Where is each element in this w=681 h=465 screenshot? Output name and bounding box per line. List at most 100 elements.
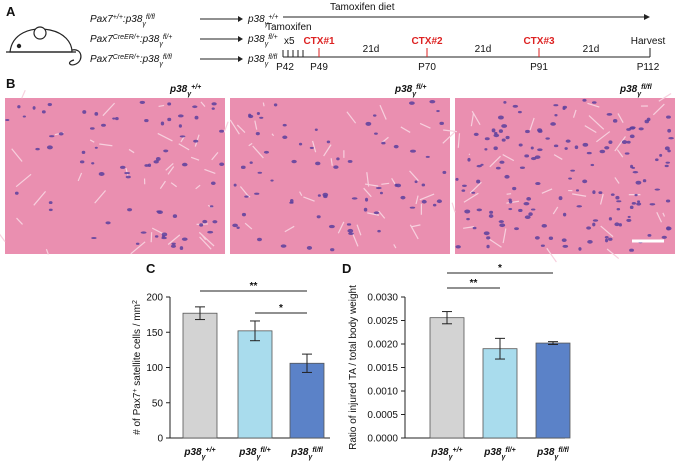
nucleus — [155, 157, 161, 161]
nucleus — [282, 123, 287, 127]
y-tick-label: 0.0010 — [367, 387, 398, 398]
nucleus — [82, 110, 87, 114]
nucleus — [351, 197, 358, 200]
nucleus — [483, 231, 490, 236]
fiber-border — [367, 212, 380, 216]
fiber-border — [588, 115, 605, 130]
nucleus — [115, 116, 119, 121]
nucleus — [534, 155, 541, 159]
nucleus — [666, 226, 671, 231]
fiber-border — [45, 248, 49, 255]
nucleus — [280, 244, 287, 248]
nucleus — [489, 210, 494, 214]
nucleus — [514, 227, 519, 231]
nucleus — [466, 217, 470, 221]
fiber-border — [391, 177, 396, 185]
text-part: p38 — [394, 84, 413, 95]
text-part: fl/+ — [163, 34, 173, 41]
fiber-border — [457, 133, 461, 148]
nucleus — [259, 116, 264, 119]
fiber-border — [199, 236, 212, 250]
fiber-border — [381, 136, 389, 143]
nucleus — [375, 186, 382, 190]
nucleus — [530, 208, 536, 211]
fiber-border — [99, 143, 113, 147]
genotype: Pax7+/+:p38γfl/fl — [90, 14, 155, 28]
text-part: γ — [308, 454, 313, 461]
text-part: satellite cells / mm — [132, 304, 143, 388]
nucleus — [373, 211, 380, 215]
nucleus — [612, 118, 618, 123]
nucleus — [236, 226, 240, 230]
fiber-border — [323, 144, 332, 157]
nucleus — [582, 179, 588, 184]
harvest-label: Harvest — [631, 36, 666, 47]
nucleus — [635, 180, 642, 185]
nucleus — [125, 175, 131, 179]
nucleus — [535, 182, 541, 186]
nucleus — [631, 202, 637, 205]
nucleus — [153, 160, 159, 164]
nucleus — [638, 127, 644, 131]
nucleus — [409, 101, 415, 105]
fiber-border — [167, 234, 181, 245]
nucleus — [212, 220, 218, 224]
nucleus — [659, 153, 663, 157]
nucleus — [493, 133, 500, 138]
fiber-border — [211, 152, 219, 161]
nucleus — [91, 162, 95, 165]
fiber-border — [443, 129, 458, 133]
nucleus — [91, 237, 97, 240]
text-part: γ — [159, 41, 163, 48]
text-part: γ — [412, 91, 417, 98]
fiber-border — [346, 111, 357, 124]
nucleus — [81, 150, 86, 155]
nucleus — [642, 179, 647, 183]
fiber-border — [400, 126, 411, 133]
fiber-border — [94, 190, 107, 204]
nucleus — [124, 171, 131, 175]
nucleus — [608, 237, 613, 241]
nucleus — [476, 179, 481, 184]
nucleus — [393, 144, 399, 149]
nucleus — [558, 196, 563, 201]
nucleus — [637, 200, 641, 203]
panel-label: A — [6, 4, 16, 19]
nucleus — [604, 146, 610, 150]
nucleus — [22, 115, 26, 118]
text-part: γ — [187, 91, 192, 98]
y-tick-label: 200 — [146, 293, 163, 304]
text-part: Pax7 — [90, 54, 113, 65]
nucleus — [181, 237, 188, 241]
nucleus — [537, 128, 543, 133]
nucleus — [400, 195, 406, 200]
fiber-border — [584, 125, 597, 134]
nucleus — [79, 160, 85, 164]
fiber-border — [587, 102, 600, 108]
nucleus — [503, 101, 507, 104]
text-part: 2 — [132, 300, 139, 304]
nucleus — [58, 132, 64, 136]
nucleus — [163, 149, 169, 153]
nucleus — [395, 183, 402, 188]
text-part: p38 — [247, 14, 265, 25]
nucleus — [576, 205, 582, 208]
nucleus — [256, 237, 262, 242]
nucleus — [207, 230, 214, 234]
nucleus — [140, 231, 147, 234]
fiber-border — [379, 104, 387, 120]
bar — [482, 348, 518, 439]
nucleus — [649, 203, 656, 206]
text-part: γ — [449, 454, 454, 461]
nucleus — [582, 142, 589, 147]
nucleus — [629, 205, 634, 210]
nucleus — [524, 215, 531, 220]
nucleus — [488, 214, 494, 218]
nucleus — [586, 151, 592, 155]
nucleus — [315, 161, 321, 166]
nucleus — [135, 242, 140, 245]
nucleus — [540, 244, 545, 247]
nucleus — [523, 202, 530, 206]
significance-label: * — [498, 263, 502, 274]
nucleus — [604, 235, 609, 239]
